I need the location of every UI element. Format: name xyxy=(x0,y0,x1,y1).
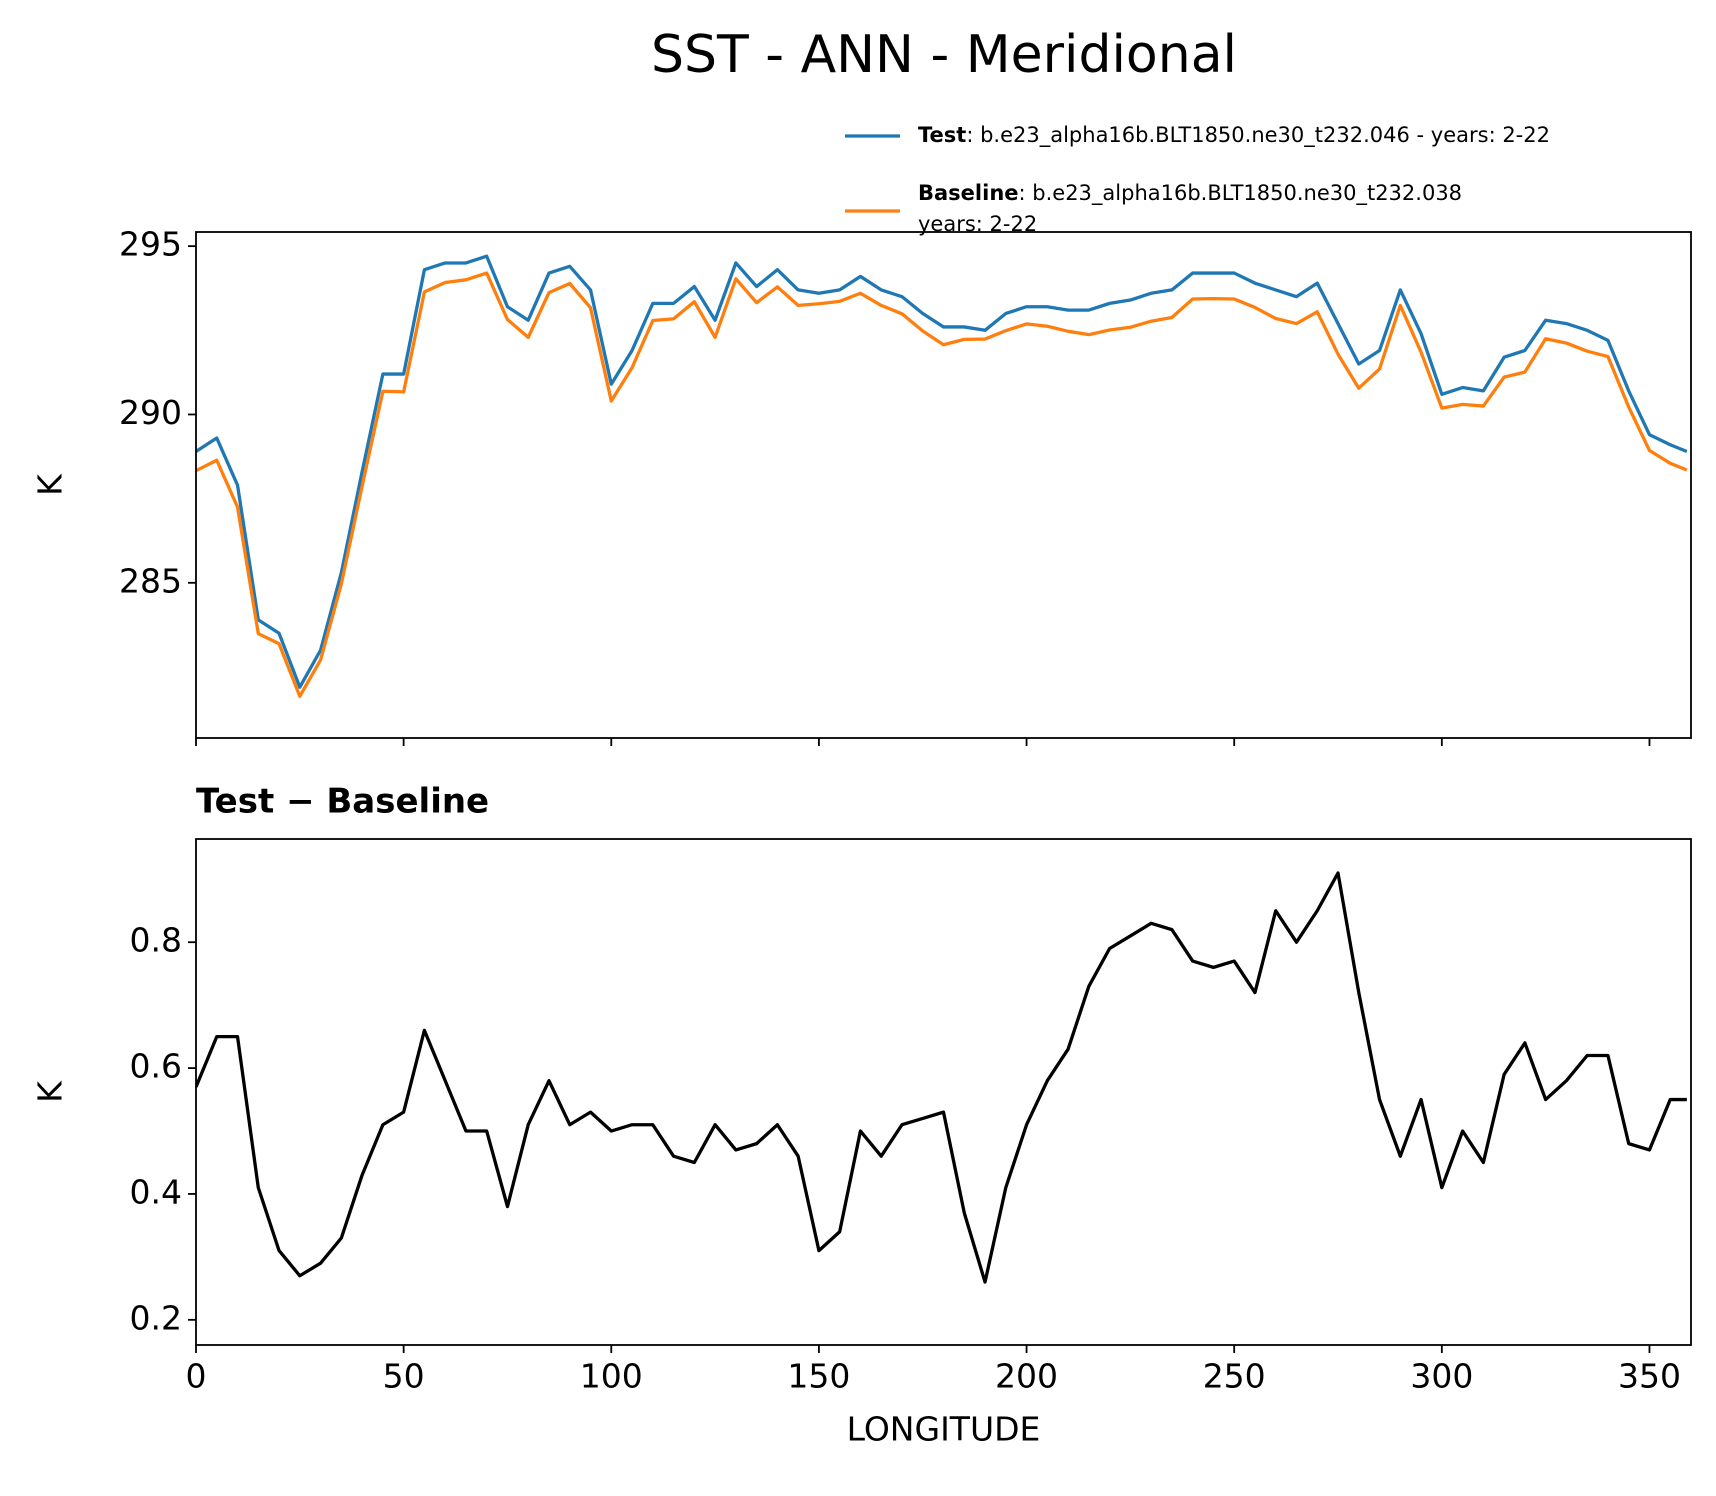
y-axis-label: K xyxy=(31,1080,70,1103)
y-tick-label: 285 xyxy=(119,561,182,600)
legend-description: years: 2-22 xyxy=(918,212,1037,236)
legend-label: Baseline: b.e23_alpha16b.BLT1850.ne30_t2… xyxy=(918,181,1462,206)
legend-description: : b.e23_alpha16b.BLT1850.ne30_t232.046 -… xyxy=(966,123,1550,148)
axes-frame xyxy=(195,231,1692,739)
data-line xyxy=(196,254,1688,689)
x-tick-label: 50 xyxy=(383,1357,425,1396)
y-tick-label: 0.4 xyxy=(130,1172,182,1211)
x-tick-label: 300 xyxy=(1410,1357,1473,1396)
y-tick-label: 295 xyxy=(119,225,182,264)
x-tick-label: 100 xyxy=(580,1357,643,1396)
data-line xyxy=(196,871,1687,1284)
y-tick-label: 0.2 xyxy=(130,1298,182,1337)
x-axis-label: LONGITUDE xyxy=(847,1410,1041,1449)
legend-name: Baseline xyxy=(918,181,1019,205)
axes-frame xyxy=(195,838,1692,1346)
x-tick-label: 250 xyxy=(1203,1357,1266,1396)
y-axis-label: K xyxy=(31,473,70,496)
x-tick-label: 0 xyxy=(186,1357,207,1396)
x-tick-label: 200 xyxy=(995,1357,1058,1396)
y-tick-label: 0.6 xyxy=(130,1047,182,1086)
figure-title: SST - ANN - Meridional xyxy=(651,25,1237,85)
y-tick-label: 0.8 xyxy=(130,921,182,960)
data-line xyxy=(196,271,1688,698)
subplot-title: Test − Baseline xyxy=(196,782,489,822)
legend-name: Test xyxy=(918,123,966,147)
x-tick-label: 150 xyxy=(787,1357,850,1396)
x-tick-label: 350 xyxy=(1618,1357,1681,1396)
y-tick-label: 290 xyxy=(119,393,182,432)
legend-label: Test: b.e23_alpha16b.BLT1850.ne30_t232.0… xyxy=(918,123,1550,148)
legend-description: : b.e23_alpha16b.BLT1850.ne30_t232.038 xyxy=(1019,181,1463,206)
